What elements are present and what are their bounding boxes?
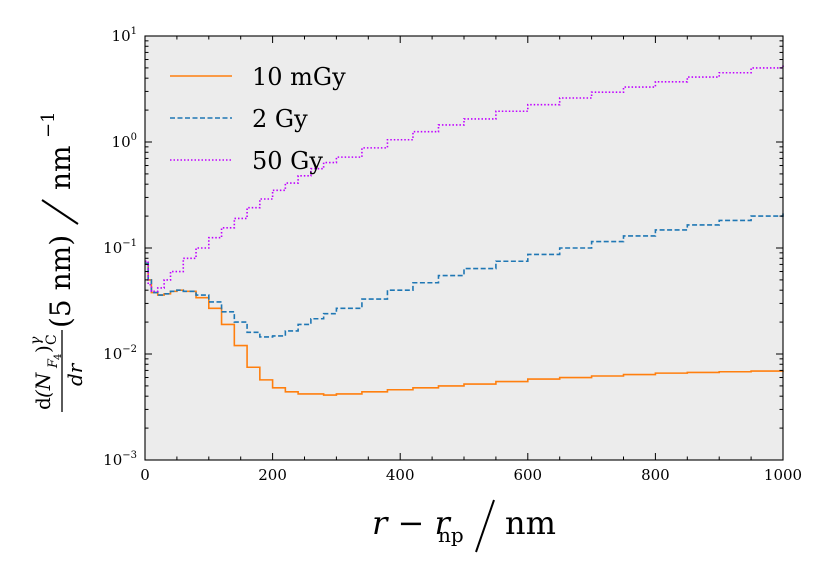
- y-tick-label: 10−2: [103, 344, 137, 363]
- y-label-num-gamma: γ: [28, 336, 44, 345]
- x-tick-label: 600: [513, 466, 542, 484]
- y-label-num-f: F: [46, 358, 61, 369]
- y-label-slash: [41, 199, 79, 225]
- y-label-num-close: ): [31, 345, 55, 353]
- x-tick-label: 400: [386, 466, 415, 484]
- legend-label-50gy: 50 Gy: [252, 147, 323, 175]
- y-tick-label: 101: [112, 26, 137, 45]
- y-label-den: dr: [63, 362, 87, 386]
- y-tick-label: 100: [112, 132, 137, 151]
- series-line-2gy: [145, 211, 784, 338]
- y-label-arg: (5 nm): [44, 235, 77, 328]
- y-axis-label: d (N F 4 ) γ C dr (5 nm) nm −1: [28, 111, 87, 412]
- ticks-layer: 0 200 400 600 800 1000 10−3 10−2 10−1 100 101: [103, 26, 802, 484]
- x-tick-label: 0: [140, 466, 150, 484]
- plot-background: [145, 36, 783, 460]
- plot-frame: [144, 35, 784, 461]
- x-label-unit: nm: [505, 504, 556, 542]
- y-tick-label: 10−3: [103, 450, 137, 469]
- legend: 10 mGy 2 Gy 50 Gy: [170, 63, 346, 175]
- legend-label-10mgy: 10 mGy: [252, 63, 346, 91]
- y-label-num-4: 4: [53, 354, 64, 360]
- series-line-50gy: [145, 63, 784, 293]
- y-label-unit-exp: −1: [38, 111, 59, 138]
- x-tick-label: 200: [258, 466, 287, 484]
- x-tick-label: 800: [641, 466, 670, 484]
- y-label-num-d: d: [31, 397, 55, 410]
- legend-label-2gy: 2 Gy: [252, 105, 308, 133]
- y-label-num-n: (N: [31, 371, 55, 398]
- x-label-sub: np: [438, 523, 464, 547]
- x-label-main: r − r: [372, 504, 451, 542]
- y-label-num-c: C: [44, 334, 60, 345]
- x-label-slash: [475, 499, 495, 553]
- x-axis-label: r − r np nm: [372, 499, 556, 553]
- series-layer: [145, 63, 784, 396]
- y-label-unit: nm: [44, 145, 77, 190]
- x-tick-label: 1000: [764, 466, 802, 484]
- y-tick-label: 10−1: [103, 238, 137, 257]
